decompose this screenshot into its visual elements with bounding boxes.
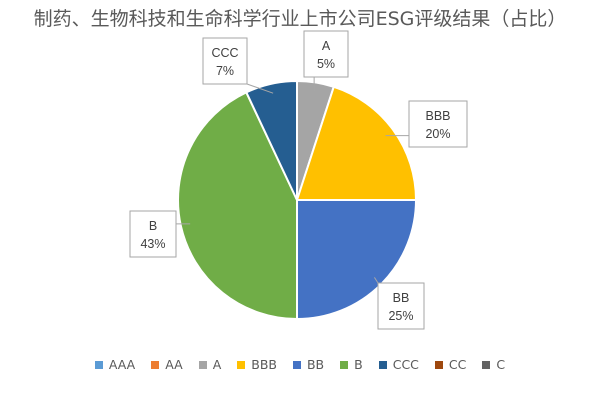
value-label-a: 5% [317, 57, 335, 71]
legend-swatch-bbb [237, 360, 246, 369]
legend-swatch-bb [292, 360, 301, 369]
callout-box-ccc [202, 37, 248, 85]
legend-item-ccc: CCC [378, 357, 419, 372]
pie-slice-b [177, 90, 298, 321]
legend-swatch-cc [434, 360, 443, 369]
value-label-b: 43% [140, 237, 165, 251]
pie-slice-ccc [244, 79, 298, 201]
category-label-a: A [322, 39, 331, 53]
callout-b: B 43% [129, 210, 191, 258]
callout-a: A 5% [303, 30, 349, 92]
legend-swatch-c [482, 360, 491, 369]
callout-bbb: BBB 20% [385, 100, 468, 148]
legend-item-a: A [198, 357, 222, 372]
legend-label-c: C [496, 357, 506, 372]
category-label-b: B [149, 219, 157, 233]
legend-item-c: C [482, 357, 505, 372]
chart-title: 制药、生物科技和生命科学行业上市公司ESG评级结果（占比） [33, 8, 567, 30]
value-label-bb: 25% [388, 309, 413, 323]
callout-bb: BB 25% [373, 277, 425, 330]
legend-swatch-b [340, 360, 349, 369]
callout-box-bb [377, 282, 425, 330]
leader-line-ccc [246, 83, 274, 94]
legend-label-cc: CC [448, 357, 467, 372]
legend-item-b: B [340, 357, 363, 372]
category-label-ccc: CCC [211, 46, 238, 60]
category-label-bb: BB [393, 291, 410, 305]
legend-label-bbb: BBB [251, 357, 277, 372]
legend: AAA AA A BBB BB B CCC CC C [0, 357, 600, 372]
callout-ccc: CCC 7% [202, 37, 274, 94]
legend-item-bbb: BBB [237, 357, 277, 372]
leader-line-bb [373, 277, 379, 284]
legend-label-b: B [354, 357, 363, 372]
callout-box-bbb [408, 100, 468, 148]
legend-label-bb: BB [306, 357, 325, 372]
legend-swatch-a [198, 360, 207, 369]
callout-box-a [303, 30, 349, 78]
value-label-ccc: 7% [216, 64, 234, 78]
legend-label-aaa: AAA [108, 357, 136, 372]
legend-item-bb: BB [292, 357, 325, 372]
legend-swatch-ccc [378, 360, 387, 369]
value-label-bbb: 20% [425, 127, 450, 141]
legend-item-aa: AA [151, 357, 183, 372]
legend-item-aaa: AAA [94, 357, 136, 372]
legend-label-a: A [212, 357, 222, 372]
callout-box-b [129, 210, 177, 258]
legend-label-aa: AA [165, 357, 183, 372]
pie-slice-bbb [295, 85, 418, 201]
legend-label-ccc: CCC [392, 357, 419, 372]
legend-item-cc: CC [434, 357, 467, 372]
legend-swatch-aaa [94, 360, 103, 369]
legend-swatch-aa [151, 360, 160, 369]
category-label-bbb: BBB [425, 109, 450, 123]
